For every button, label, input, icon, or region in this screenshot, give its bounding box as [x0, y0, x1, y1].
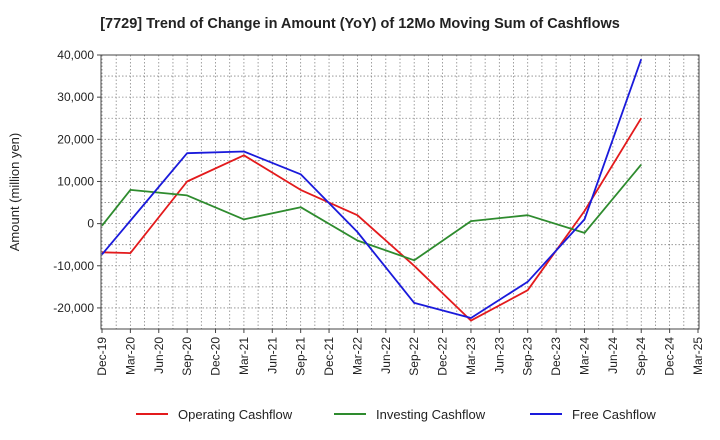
legend-label: Investing Cashflow: [376, 407, 486, 422]
x-tick-label: Sep-24: [634, 337, 648, 376]
x-axis-ticks: Dec-19 Mar-20 Jun-20 Sep-20 Dec-20 Mar-21 Jun-…: [95, 329, 705, 376]
x-tick-label: Sep-22: [407, 337, 421, 376]
y-tick-label: 40,000: [57, 48, 94, 62]
legend-label: Free Cashflow: [572, 407, 656, 422]
x-tick-label: Dec-19: [95, 337, 109, 376]
x-tick-label: Dec-24: [663, 337, 677, 376]
y-tick-label: 0: [87, 217, 94, 231]
series-line-investing-cashflow: [101, 164, 642, 262]
grid-layer: [101, 54, 699, 329]
y-axis-ticks: -20,000 -10,000 0 10,000 20,000 30,000 40,000: [53, 48, 101, 315]
x-tick-label: Dec-20: [209, 337, 223, 376]
x-tick-label: Mar-25: [691, 337, 705, 375]
y-axis-title: Amount (million yen): [7, 133, 22, 252]
x-tick-label: Jun-21: [265, 337, 279, 374]
series-line-operating-cashflow: [101, 117, 642, 322]
y-tick-label: 30,000: [57, 90, 94, 104]
chart-title: [7729] Trend of Change in Amount (YoY) o…: [100, 16, 620, 32]
y-tick-label: -10,000: [53, 259, 94, 273]
x-tick-label: Dec-21: [322, 337, 336, 376]
x-tick-label: Dec-23: [549, 337, 563, 376]
legend-label: Operating Cashflow: [178, 407, 293, 422]
x-tick-label: Sep-20: [180, 337, 194, 376]
x-tick-label: Jun-20: [152, 337, 166, 374]
y-tick-label: -20,000: [53, 301, 94, 315]
plot-frame: [100, 54, 700, 330]
x-tick-label: Jun-23: [492, 337, 506, 374]
x-tick-label: Sep-21: [294, 337, 308, 376]
x-tick-label: Sep-23: [521, 337, 535, 376]
legend: Operating Cashflow Investing Cashflow Free…: [136, 407, 656, 422]
series-layer: [101, 58, 643, 322]
x-tick-label: Mar-23: [464, 337, 478, 375]
x-tick-label: Dec-22: [436, 337, 450, 376]
y-tick-label: 10,000: [57, 174, 94, 188]
x-tick-label: Mar-22: [350, 337, 364, 375]
x-tick-label: Mar-24: [577, 337, 591, 375]
x-tick-label: Mar-20: [123, 337, 137, 375]
x-tick-label: Mar-21: [237, 337, 251, 375]
y-tick-label: 20,000: [57, 132, 94, 146]
series-line-free-cashflow: [101, 58, 643, 319]
x-tick-label: Jun-22: [379, 337, 393, 374]
x-tick-label: Jun-24: [606, 337, 620, 374]
